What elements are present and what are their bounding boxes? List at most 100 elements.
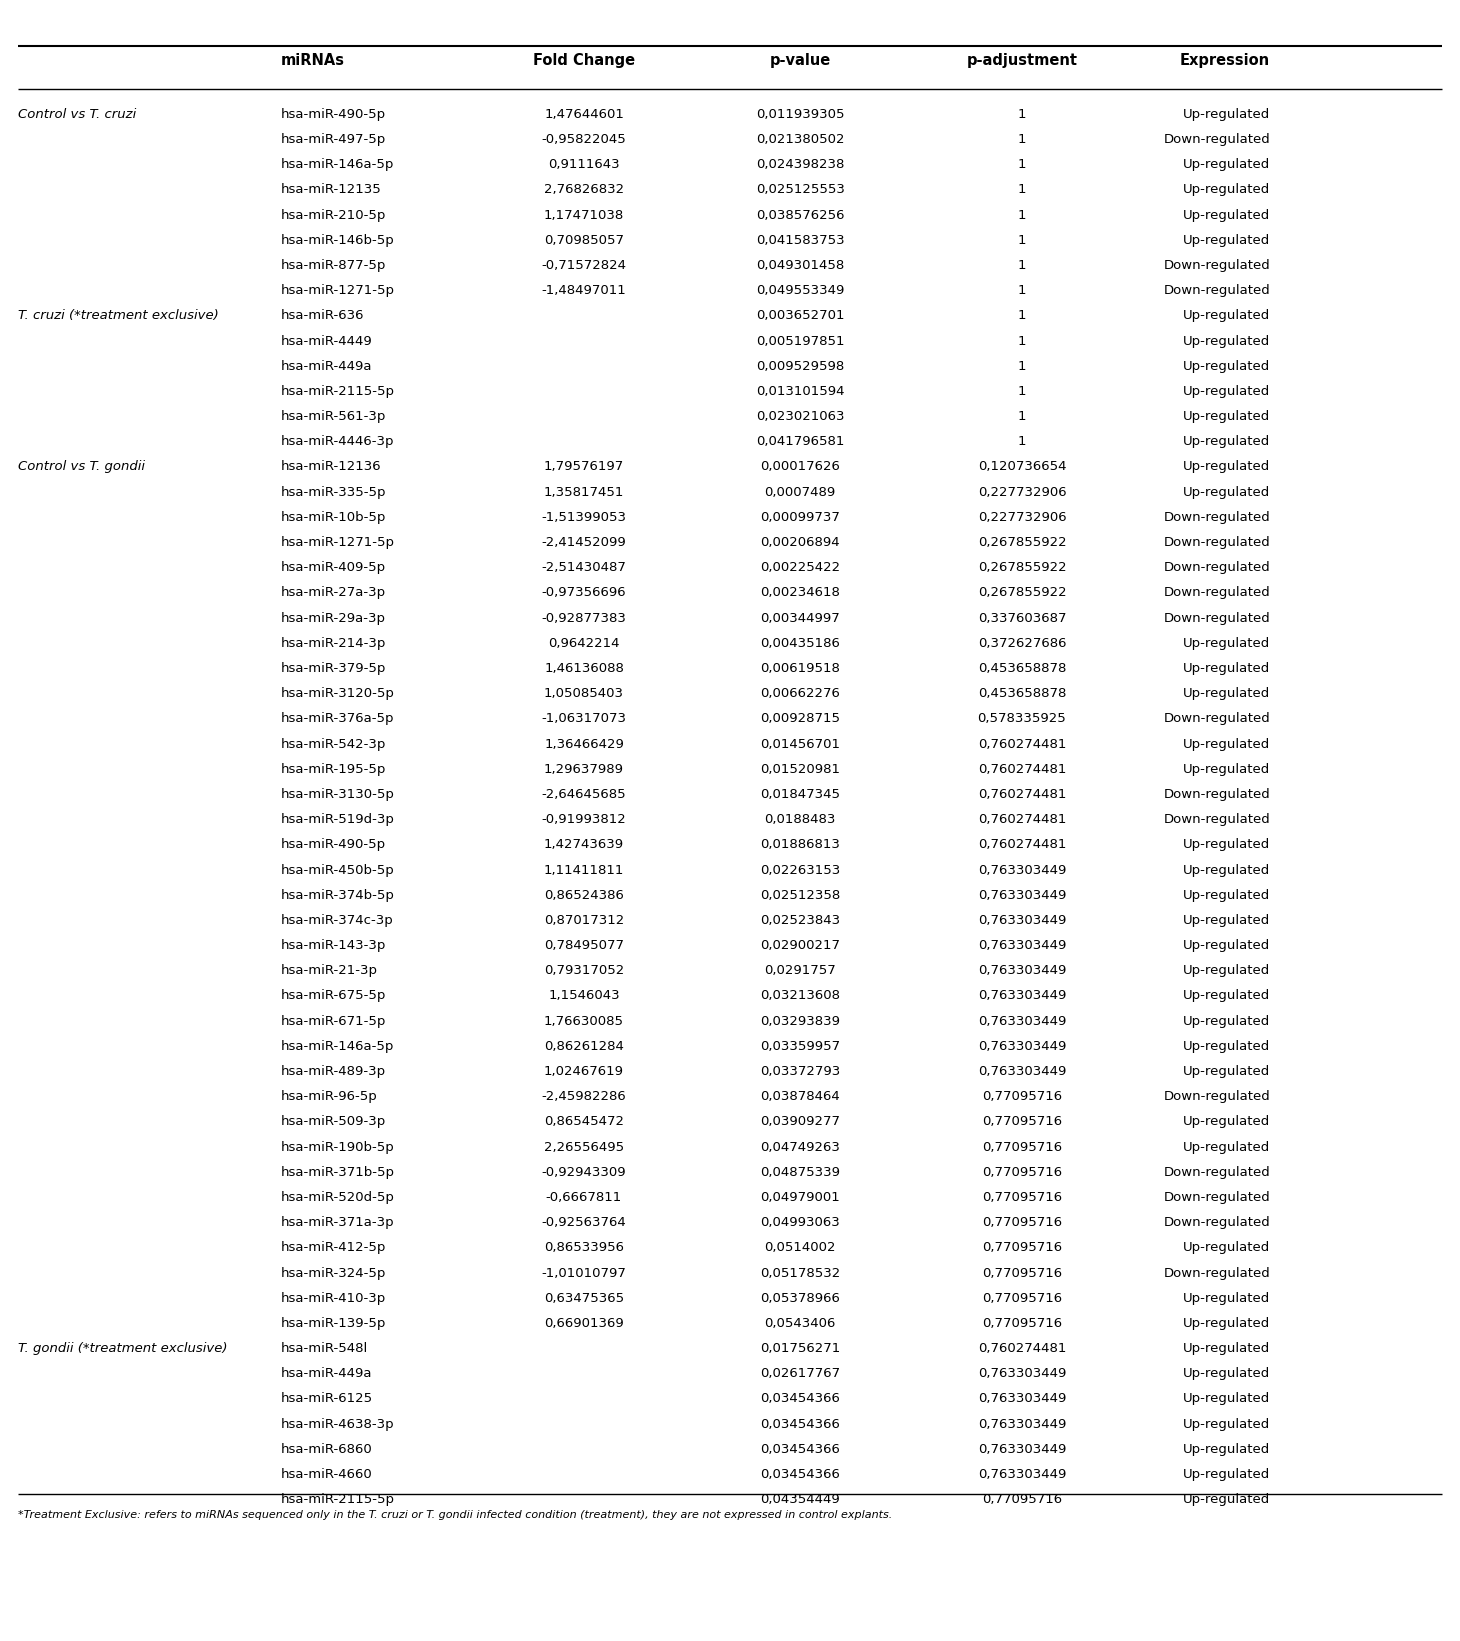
Text: hsa-miR-371b-5p: hsa-miR-371b-5p: [280, 1165, 394, 1178]
Text: hsa-miR-335-5p: hsa-miR-335-5p: [280, 486, 385, 499]
Text: 0,03454366: 0,03454366: [761, 1442, 840, 1456]
Text: hsa-miR-379-5p: hsa-miR-379-5p: [280, 661, 385, 674]
Text: Up-regulated: Up-regulated: [1183, 435, 1270, 448]
Text: 0,372627686: 0,372627686: [978, 637, 1066, 650]
Text: 0,011939305: 0,011939305: [756, 108, 844, 121]
Text: T. gondii (*treatment exclusive): T. gondii (*treatment exclusive): [18, 1342, 226, 1355]
Text: 0,03293839: 0,03293839: [761, 1014, 840, 1027]
Text: Down-regulated: Down-regulated: [1164, 537, 1270, 550]
Text: Up-regulated: Up-regulated: [1183, 1393, 1270, 1405]
Text: hsa-miR-214-3p: hsa-miR-214-3p: [280, 637, 385, 650]
Text: 0,023021063: 0,023021063: [756, 410, 844, 423]
Text: 0,79317052: 0,79317052: [545, 965, 623, 978]
Text: hsa-miR-21-3p: hsa-miR-21-3p: [280, 965, 377, 978]
Text: Down-regulated: Down-regulated: [1164, 788, 1270, 801]
Text: -2,64645685: -2,64645685: [542, 788, 626, 801]
Text: hsa-miR-412-5p: hsa-miR-412-5p: [280, 1241, 385, 1254]
Text: hsa-miR-146b-5p: hsa-miR-146b-5p: [280, 233, 394, 246]
Text: 1,05085403: 1,05085403: [545, 688, 623, 701]
Text: -0,95822045: -0,95822045: [542, 133, 626, 146]
Text: 0,00234618: 0,00234618: [761, 586, 840, 599]
Text: 0,00099737: 0,00099737: [761, 510, 840, 523]
Text: Up-regulated: Up-regulated: [1183, 108, 1270, 121]
Text: hsa-miR-548l: hsa-miR-548l: [280, 1342, 368, 1355]
Text: 1,02467619: 1,02467619: [545, 1065, 623, 1078]
Text: 0,005197851: 0,005197851: [756, 335, 844, 348]
Text: 0,00344997: 0,00344997: [761, 612, 840, 625]
Text: 0,77095716: 0,77095716: [983, 1291, 1061, 1305]
Text: 0,02263153: 0,02263153: [761, 863, 840, 876]
Text: T. cruzi (*treatment exclusive): T. cruzi (*treatment exclusive): [18, 310, 219, 322]
Text: 0,0514002: 0,0514002: [765, 1241, 835, 1254]
Text: 1,35817451: 1,35817451: [543, 486, 625, 499]
Text: -0,6667811: -0,6667811: [546, 1191, 622, 1204]
Text: Up-regulated: Up-regulated: [1183, 1140, 1270, 1154]
Text: -1,01010797: -1,01010797: [542, 1267, 626, 1280]
Text: 0,77095716: 0,77095716: [983, 1116, 1061, 1129]
Text: hsa-miR-877-5p: hsa-miR-877-5p: [280, 259, 385, 272]
Text: 0,77095716: 0,77095716: [983, 1140, 1061, 1154]
Text: 0,77095716: 0,77095716: [983, 1267, 1061, 1280]
Text: 0,763303449: 0,763303449: [978, 1393, 1066, 1405]
Text: 0,04875339: 0,04875339: [761, 1165, 840, 1178]
Text: hsa-miR-410-3p: hsa-miR-410-3p: [280, 1291, 385, 1305]
Text: 0,453658878: 0,453658878: [978, 661, 1066, 674]
Text: hsa-miR-139-5p: hsa-miR-139-5p: [280, 1318, 385, 1329]
Text: Up-regulated: Up-regulated: [1183, 335, 1270, 348]
Text: -1,06317073: -1,06317073: [542, 712, 626, 725]
Text: -1,51399053: -1,51399053: [542, 510, 626, 523]
Text: 0,03454366: 0,03454366: [761, 1469, 840, 1482]
Text: hsa-miR-374b-5p: hsa-miR-374b-5p: [280, 889, 394, 901]
Text: 0,041796581: 0,041796581: [756, 435, 844, 448]
Text: Up-regulated: Up-regulated: [1183, 737, 1270, 750]
Text: hsa-miR-1271-5p: hsa-miR-1271-5p: [280, 537, 394, 550]
Text: hsa-miR-190b-5p: hsa-miR-190b-5p: [280, 1140, 394, 1154]
Text: Up-regulated: Up-regulated: [1183, 184, 1270, 197]
Text: Down-regulated: Down-regulated: [1164, 814, 1270, 825]
Text: Control vs T. cruzi: Control vs T. cruzi: [18, 108, 136, 121]
Text: hsa-miR-675-5p: hsa-miR-675-5p: [280, 990, 385, 1003]
Text: 0,03213608: 0,03213608: [761, 990, 840, 1003]
Text: Up-regulated: Up-regulated: [1183, 637, 1270, 650]
Text: hsa-miR-671-5p: hsa-miR-671-5p: [280, 1014, 385, 1027]
Text: hsa-miR-2115-5p: hsa-miR-2115-5p: [280, 1493, 394, 1506]
Text: 0,003652701: 0,003652701: [756, 310, 844, 322]
Text: hsa-miR-374c-3p: hsa-miR-374c-3p: [280, 914, 393, 927]
Text: 0,267855922: 0,267855922: [978, 537, 1066, 550]
Text: 0,04993063: 0,04993063: [761, 1216, 840, 1229]
Text: 0,049553349: 0,049553349: [756, 284, 844, 297]
Text: hsa-miR-409-5p: hsa-miR-409-5p: [280, 561, 385, 574]
Text: 0,77095716: 0,77095716: [983, 1493, 1061, 1506]
Text: Up-regulated: Up-regulated: [1183, 486, 1270, 499]
Text: 0,227732906: 0,227732906: [978, 510, 1066, 523]
Text: 0,120736654: 0,120736654: [978, 461, 1066, 474]
Text: 0,0188483: 0,0188483: [765, 814, 835, 825]
Text: 0,267855922: 0,267855922: [978, 561, 1066, 574]
Text: 0,763303449: 0,763303449: [978, 1442, 1066, 1456]
Text: 0,763303449: 0,763303449: [978, 1065, 1066, 1078]
Text: hsa-miR-12136: hsa-miR-12136: [280, 461, 381, 474]
Text: 0,00435186: 0,00435186: [761, 637, 840, 650]
Text: Up-regulated: Up-regulated: [1183, 1342, 1270, 1355]
Text: 0,763303449: 0,763303449: [978, 863, 1066, 876]
Text: hsa-miR-636: hsa-miR-636: [280, 310, 364, 322]
Text: 0,013101594: 0,013101594: [756, 386, 844, 397]
Text: 0,9642214: 0,9642214: [549, 637, 619, 650]
Text: 1: 1: [1018, 284, 1026, 297]
Text: 0,05178532: 0,05178532: [761, 1267, 840, 1280]
Text: Up-regulated: Up-regulated: [1183, 1493, 1270, 1506]
Text: hsa-miR-519d-3p: hsa-miR-519d-3p: [280, 814, 394, 825]
Text: 2,26556495: 2,26556495: [545, 1140, 623, 1154]
Text: Up-regulated: Up-regulated: [1183, 410, 1270, 423]
Text: 0,578335925: 0,578335925: [978, 712, 1066, 725]
Text: hsa-miR-12135: hsa-miR-12135: [280, 184, 381, 197]
Text: 0,009529598: 0,009529598: [756, 359, 844, 373]
Text: Control vs T. gondii: Control vs T. gondii: [18, 461, 145, 474]
Text: Down-regulated: Down-regulated: [1164, 712, 1270, 725]
Text: hsa-miR-29a-3p: hsa-miR-29a-3p: [280, 612, 385, 625]
Text: 1: 1: [1018, 359, 1026, 373]
Text: 0,763303449: 0,763303449: [978, 1418, 1066, 1431]
Text: -0,71572824: -0,71572824: [542, 259, 626, 272]
Text: Down-regulated: Down-regulated: [1164, 1090, 1270, 1103]
Text: 0,01456701: 0,01456701: [761, 737, 840, 750]
